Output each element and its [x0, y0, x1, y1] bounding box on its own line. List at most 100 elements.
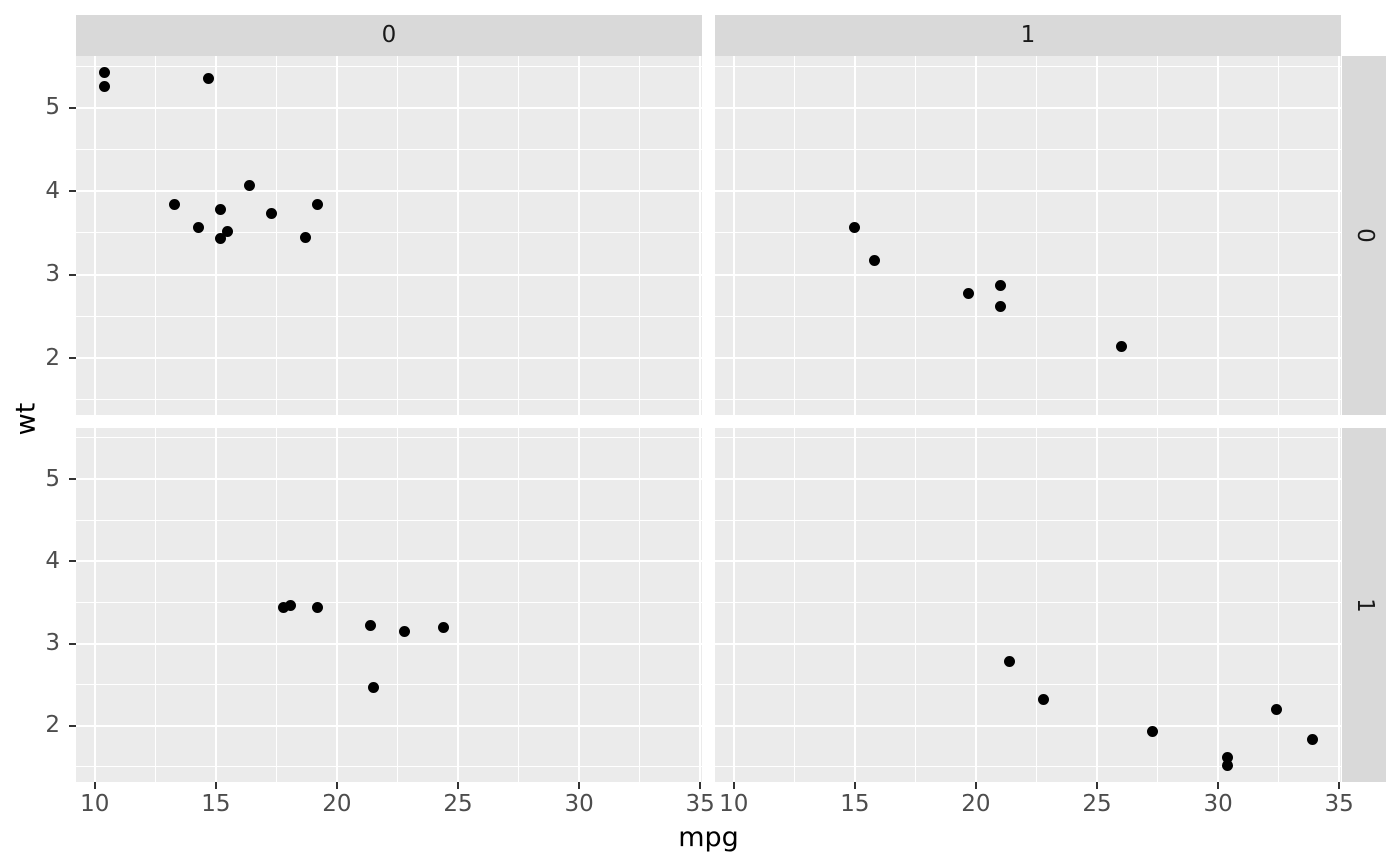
- x-tick-label: 25: [1082, 791, 1112, 817]
- y-tick-label: 4: [45, 177, 60, 204]
- x-gridline-major: [335, 428, 338, 782]
- x-tick-mark: [457, 782, 460, 789]
- x-tick-label: 20: [322, 791, 352, 817]
- data-point: [193, 221, 205, 233]
- y-gridline-major: [715, 642, 1341, 645]
- y-tick-mark: [69, 190, 76, 193]
- data-point: [994, 300, 1006, 312]
- x-gridline-minor: [154, 56, 156, 415]
- x-gridline-major: [974, 56, 977, 415]
- y-tick-label: 3: [45, 630, 60, 657]
- y-tick-label: 4: [45, 547, 60, 574]
- x-gridline-major: [93, 428, 96, 782]
- x-tick-mark: [335, 782, 338, 789]
- y-tick-mark: [69, 560, 76, 563]
- y-tick-label: 5: [45, 94, 60, 121]
- data-point: [849, 221, 861, 233]
- y-gridline-minor: [715, 437, 1341, 439]
- facet-column-strip-label: 0: [381, 22, 397, 48]
- x-gridline-major: [1096, 56, 1099, 415]
- x-tick-label: 35: [1324, 791, 1354, 817]
- data-point: [994, 279, 1006, 291]
- x-gridline-major: [1338, 56, 1341, 415]
- x-tick-label: 25: [443, 791, 473, 817]
- y-gridline-minor: [715, 232, 1341, 234]
- x-gridline-major: [1096, 428, 1099, 782]
- x-gridline-major: [457, 428, 460, 782]
- x-gridline-major: [732, 56, 735, 415]
- x-gridline-minor: [793, 56, 795, 415]
- y-tick-mark: [69, 273, 76, 276]
- x-tick-mark: [732, 782, 735, 789]
- y-tick-label: 2: [45, 712, 60, 739]
- y-tick-mark: [69, 478, 76, 480]
- y-gridline-minor: [715, 399, 1341, 401]
- x-tick-mark: [1096, 782, 1099, 789]
- x-gridline-major: [335, 56, 338, 415]
- data-point: [1038, 693, 1050, 705]
- y-tick-label: 3: [45, 261, 60, 288]
- x-gridline-minor: [396, 56, 398, 415]
- data-point: [203, 73, 215, 85]
- y-gridline-minor: [715, 315, 1341, 317]
- x-gridline-minor: [1157, 428, 1159, 782]
- y-gridline-major: [715, 357, 1341, 360]
- y-gridline-major: [715, 190, 1341, 193]
- facet-column-strip-0: 0: [76, 15, 702, 56]
- y-gridline-major: [715, 724, 1341, 727]
- data-point: [1222, 751, 1234, 763]
- data-point: [963, 288, 975, 300]
- data-point: [98, 66, 110, 78]
- data-point: [299, 232, 311, 244]
- data-point: [98, 81, 110, 93]
- data-point: [365, 620, 377, 632]
- y-gridline-major: [715, 478, 1341, 480]
- y-gridline-minor: [76, 766, 702, 768]
- x-axis-title: mpg: [678, 822, 739, 853]
- data-point: [215, 204, 227, 215]
- y-gridline-major: [715, 560, 1341, 563]
- x-gridline-major: [974, 428, 977, 782]
- y-gridline-minor: [76, 601, 702, 603]
- x-gridline-major: [853, 428, 856, 782]
- x-gridline-major: [1217, 428, 1220, 782]
- y-gridline-minor: [715, 65, 1341, 67]
- y-gridline-minor: [715, 519, 1341, 521]
- y-axis-title: wt: [10, 402, 42, 436]
- y-gridline-minor: [76, 232, 702, 234]
- y-gridline-minor: [715, 148, 1341, 150]
- x-tick-label: 15: [840, 791, 870, 817]
- x-tick-label: 10: [80, 791, 110, 817]
- x-tick-label: 15: [201, 791, 231, 817]
- x-gridline-major: [457, 56, 460, 415]
- x-tick-mark: [974, 782, 977, 789]
- x-tick-label: 30: [1203, 791, 1233, 817]
- data-point: [1115, 340, 1127, 352]
- y-tick-mark: [69, 724, 76, 727]
- plot-panel-bottom-left: [76, 428, 702, 782]
- facet-row-strip-label: 1: [1351, 597, 1378, 613]
- x-gridline-minor: [518, 56, 520, 415]
- y-gridline-minor: [76, 65, 702, 67]
- y-tick-mark: [69, 357, 76, 360]
- data-point: [266, 208, 278, 220]
- x-gridline-minor: [639, 56, 641, 415]
- x-tick-label: 35: [685, 791, 715, 817]
- x-gridline-minor: [914, 428, 916, 782]
- x-gridline-minor: [1278, 428, 1280, 782]
- x-gridline-major: [93, 56, 96, 415]
- facet-row-strip-0: 0: [1342, 56, 1386, 415]
- x-tick-label: 30: [564, 791, 594, 817]
- x-gridline-major: [214, 428, 217, 782]
- x-gridline-minor: [1157, 56, 1159, 415]
- x-gridline-minor: [914, 56, 916, 415]
- x-gridline-minor: [275, 56, 277, 415]
- y-tick-mark: [69, 642, 76, 645]
- x-gridline-minor: [1278, 56, 1280, 415]
- y-gridline-minor: [76, 437, 702, 439]
- x-gridline-major: [699, 428, 702, 782]
- x-gridline-major: [699, 56, 702, 415]
- y-gridline-major: [76, 106, 702, 109]
- facet-column-strip-1: 1: [715, 15, 1341, 56]
- data-point: [399, 625, 411, 637]
